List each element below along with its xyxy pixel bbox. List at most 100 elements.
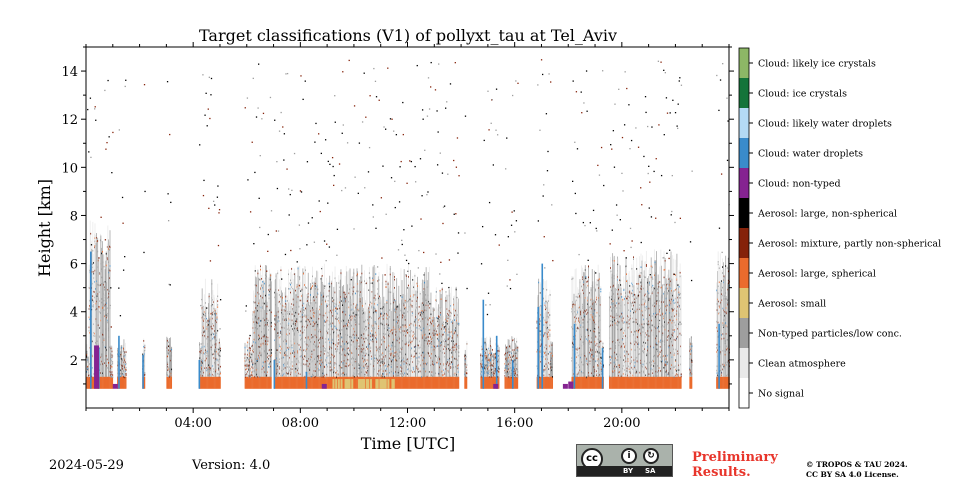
data-cell — [93, 277, 95, 279]
data-cell — [451, 352, 453, 354]
data-cell — [515, 358, 517, 361]
data-cell — [107, 258, 109, 261]
data-cell — [448, 259, 451, 261]
data-cell — [283, 308, 285, 311]
data-cell — [290, 283, 291, 286]
data-cell — [480, 369, 482, 372]
data-cell — [311, 333, 312, 336]
data-cell — [410, 376, 412, 389]
data-cell — [383, 358, 385, 361]
data-cell — [450, 367, 452, 369]
data-cell — [361, 121, 364, 123]
data-cell — [480, 363, 482, 365]
data-cell — [201, 369, 203, 372]
data-cell — [410, 376, 412, 389]
data-cell — [283, 133, 286, 135]
data-cell — [123, 361, 125, 364]
data-cell — [360, 279, 362, 377]
data-cell — [101, 283, 103, 285]
data-cell — [292, 330, 294, 332]
data-cell — [516, 273, 518, 275]
data-cell — [94, 269, 96, 272]
data-cell — [217, 372, 219, 375]
data-cell — [360, 298, 362, 300]
data-cell — [301, 304, 303, 307]
data-cell — [270, 311, 272, 314]
data-cell — [259, 306, 260, 308]
data-cell — [455, 344, 457, 347]
data-cell — [505, 367, 507, 369]
data-cell — [405, 376, 407, 379]
data-cell — [219, 299, 222, 301]
data-cell — [491, 369, 492, 371]
data-cell — [207, 324, 209, 326]
data-cell — [337, 313, 339, 315]
data-cell — [280, 336, 282, 338]
data-cell — [343, 299, 345, 302]
data-cell — [416, 281, 418, 377]
data-cell — [388, 363, 390, 366]
data-cell — [416, 367, 418, 370]
data-cell — [430, 374, 432, 376]
data-cell — [431, 343, 432, 346]
data-cell — [318, 373, 319, 376]
data-cell — [404, 315, 406, 318]
data-cell — [416, 352, 417, 355]
data-cell — [305, 336, 306, 339]
data-cell — [245, 310, 247, 312]
data-cell — [104, 89, 106, 92]
data-cell — [263, 302, 265, 305]
data-cell — [346, 284, 348, 377]
data-cell — [105, 350, 107, 353]
data-cell — [95, 308, 96, 311]
data-cell — [253, 300, 255, 303]
data-cell — [282, 322, 283, 324]
data-cell — [376, 359, 378, 361]
data-cell — [465, 354, 467, 377]
data-cell — [276, 368, 278, 371]
data-cell — [282, 326, 284, 329]
data-cell — [266, 317, 268, 320]
data-cell — [405, 376, 407, 389]
data-cell — [119, 373, 121, 375]
data-cell — [321, 362, 323, 365]
data-cell — [327, 365, 328, 368]
data-cell — [436, 307, 438, 377]
data-cell — [347, 323, 349, 326]
data-cell — [216, 318, 218, 321]
data-cell — [246, 97, 249, 99]
data-cell — [267, 336, 269, 339]
data-cell — [207, 376, 208, 389]
data-cell — [300, 75, 302, 77]
data-cell — [428, 108, 431, 110]
data-cell — [118, 287, 120, 289]
data-cell — [373, 376, 375, 389]
data-cell — [268, 329, 270, 331]
data-cell — [119, 363, 121, 366]
data-cell — [92, 355, 94, 358]
data-cell — [438, 345, 440, 347]
data-cell — [255, 295, 257, 298]
data-cell — [257, 376, 259, 389]
data-cell — [387, 67, 389, 69]
data-cell — [313, 296, 315, 298]
data-cell — [417, 310, 419, 377]
data-cell — [441, 282, 443, 285]
data-cell — [307, 365, 309, 368]
data-cell — [440, 350, 442, 352]
data-cell — [251, 345, 253, 348]
data-cell — [247, 361, 249, 363]
data-cell — [435, 294, 437, 377]
data-cell — [97, 237, 99, 377]
data-cell — [103, 339, 105, 341]
data-cell — [274, 318, 276, 321]
data-cell — [212, 344, 214, 347]
data-cell — [319, 359, 321, 362]
data-cell — [517, 371, 519, 373]
data-cell — [250, 348, 252, 377]
data-cell — [166, 364, 168, 366]
data-cell — [206, 357, 207, 360]
data-cell — [326, 330, 327, 333]
data-cell — [208, 320, 210, 322]
data-cell — [507, 236, 510, 238]
